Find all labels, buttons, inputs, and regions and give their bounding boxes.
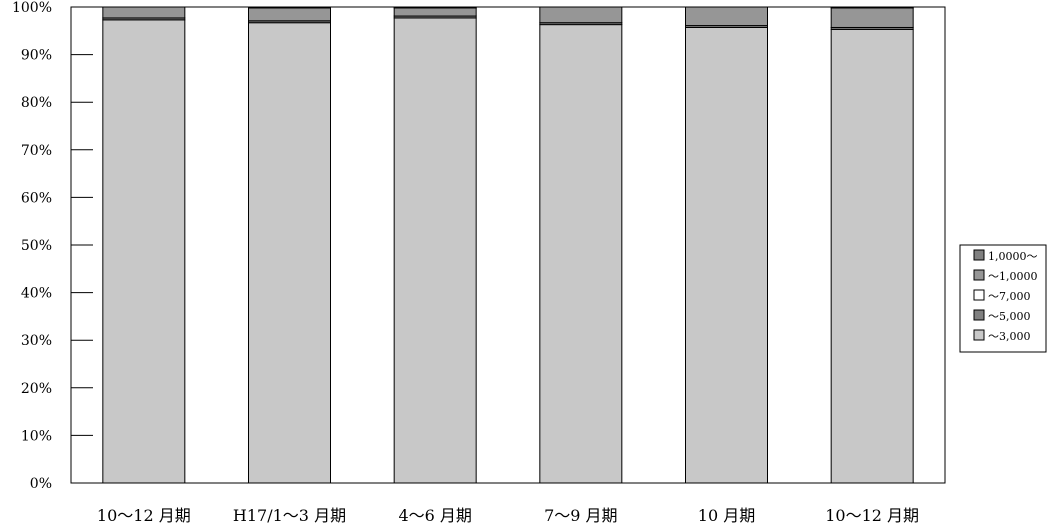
legend-label: ～5,000 [988,310,1031,323]
legend: 1,0000～ ～1,0000 ～7,000 ～5,000 ～3,000 [959,244,1047,353]
x-tick-label: 10～12 月期 [825,506,919,525]
y-tick-label: 50% [21,238,52,254]
legend-swatch [973,249,985,261]
legend-swatch [973,269,985,281]
y-tick-label: 0% [30,476,52,492]
bar-segment-series-4 [539,6,623,24]
bar-segment-series-1 [539,24,623,484]
y-tick-label: 90% [21,48,52,64]
bar-stack-4 [539,6,623,484]
x-tick-label: 4～6 月期 [398,506,471,525]
y-tick-label: 40% [21,286,52,302]
bar-stack-6 [830,6,914,484]
bar-segment-series-4 [830,7,914,28]
x-axis: 10～12 月期 H17/1～3 月期 4～6 月期 7～9 月期 10 月期 10～12… [97,506,919,525]
legend-swatch [973,309,985,321]
x-tick-label: 10 月期 [698,506,755,525]
y-tick-label: 70% [21,143,52,159]
bar-stack-3 [393,6,477,484]
legend-label: ～3,000 [988,330,1031,343]
bar-stack-2 [248,6,331,484]
bar-segment-series-4 [685,6,768,27]
bar-segment-series-5 [393,6,477,9]
legend-label: 1,0000～ [988,250,1038,263]
plot-frame [70,6,946,484]
y-tick-label: 80% [21,95,52,111]
y-tick-label: 60% [21,190,52,206]
legend-label: ～7,000 [988,290,1031,303]
bar-segment-series-1 [830,28,914,484]
bar-segment-series-5 [830,6,914,9]
x-tick-label: 7～9 月期 [544,506,617,525]
legend-swatch [973,329,985,341]
bar-stack-5 [685,6,768,484]
x-tick-label: H17/1～3 月期 [233,506,346,525]
y-tick-label: 100% [12,0,52,16]
bar-segment-series-1 [102,19,186,484]
y-tick-label: 20% [21,381,52,397]
bar-stack-1 [102,6,186,484]
bar-segment-series-1 [248,22,331,484]
bar-segment-series-1 [393,17,477,484]
legend-swatch [973,289,985,301]
bar-segment-series-4 [248,7,331,22]
x-tick-label: 10～12 月期 [97,506,191,525]
bar-segment-series-4 [393,7,477,17]
legend-label: ～1,0000 [988,270,1038,283]
y-tick-label: 30% [21,333,52,349]
bar-segment-series-5 [248,6,331,9]
plot-area [70,6,946,484]
bar-segment-series-4 [102,6,186,19]
bars [102,6,914,484]
y-axis: 0% 10% 20% 30% 40% 50% 60% 70% 80% 90% 100% [12,0,93,492]
y-tick-label: 10% [21,428,52,444]
bar-segment-series-1 [685,26,768,484]
